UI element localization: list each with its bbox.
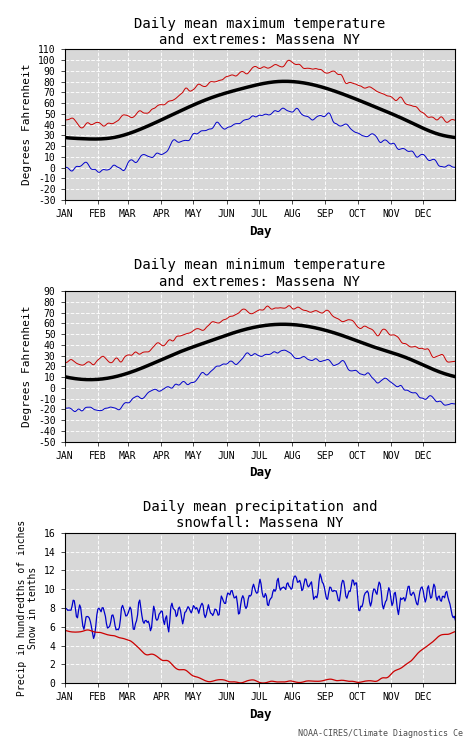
Text: NOAA-CIRES/Climate Diagnostics Ce: NOAA-CIRES/Climate Diagnostics Ce bbox=[297, 729, 463, 738]
Title: Daily mean precipitation and
snowfall: Massena NY: Daily mean precipitation and snowfall: M… bbox=[143, 500, 377, 530]
Y-axis label: Degrees Fahrenheit: Degrees Fahrenheit bbox=[22, 305, 33, 427]
Title: Daily mean maximum temperature
and extremes: Massena NY: Daily mean maximum temperature and extre… bbox=[135, 16, 386, 47]
Title: Daily mean minimum temperature
and extremes: Massena NY: Daily mean minimum temperature and extre… bbox=[135, 259, 386, 288]
Y-axis label: Precip in hundredths of inches
Snow in tenths: Precip in hundredths of inches Snow in t… bbox=[17, 520, 38, 696]
X-axis label: Day: Day bbox=[249, 708, 271, 721]
X-axis label: Day: Day bbox=[249, 466, 271, 479]
Y-axis label: Degrees Fahrenheit: Degrees Fahrenheit bbox=[22, 64, 33, 186]
X-axis label: Day: Day bbox=[249, 224, 271, 238]
